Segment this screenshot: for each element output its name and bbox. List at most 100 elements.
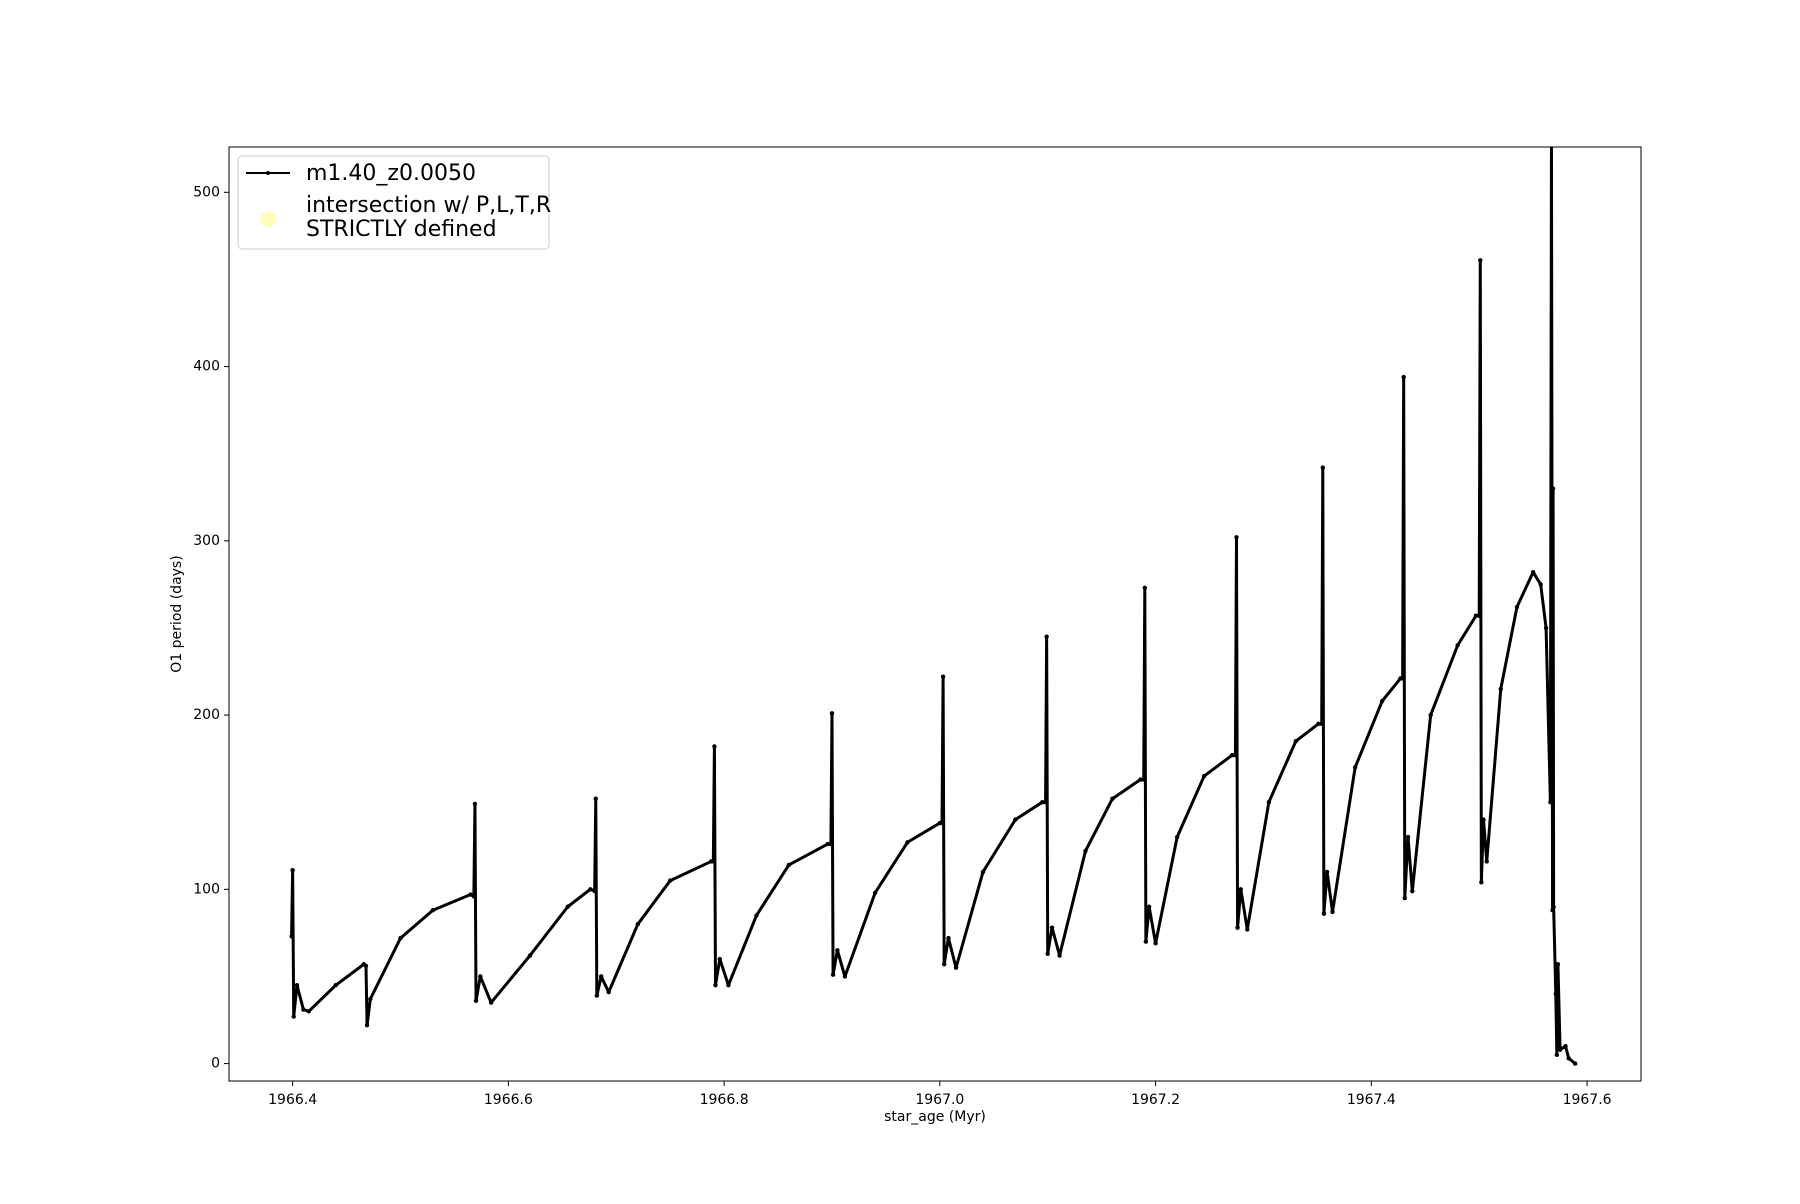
point [1551, 904, 1556, 909]
x-tick-label: 1966.6 [484, 1092, 533, 1108]
point [1550, 908, 1555, 913]
point [606, 989, 611, 995]
point [1174, 834, 1180, 840]
point [1142, 585, 1148, 591]
x-tick-label: 1967.2 [1131, 1092, 1180, 1108]
point [1481, 817, 1486, 822]
point [290, 867, 295, 873]
point [306, 1009, 312, 1014]
point [940, 674, 946, 679]
point [1400, 676, 1405, 681]
point [1321, 911, 1327, 916]
point [953, 965, 959, 970]
point [726, 982, 731, 988]
point [1543, 625, 1549, 631]
point [289, 934, 294, 939]
point [1538, 582, 1543, 587]
point [1013, 817, 1018, 822]
point [594, 993, 600, 998]
point [565, 904, 570, 909]
point [786, 862, 792, 868]
point [1316, 721, 1321, 726]
legend-label: intersection w/ P,L,T,R STRICTLY defined [306, 193, 551, 242]
point [829, 711, 835, 716]
point [835, 948, 840, 953]
point [294, 982, 300, 988]
point [1550, 486, 1556, 491]
point [368, 996, 373, 1002]
y-axis-label: O1 period (days) [169, 555, 185, 672]
x-tick-label: 1967.4 [1347, 1092, 1396, 1108]
point [1229, 752, 1235, 758]
legend-label: m1.40_z0.0050 [306, 161, 476, 186]
point [430, 908, 436, 913]
point [291, 1014, 296, 1019]
point [825, 841, 830, 847]
point [1238, 887, 1244, 892]
point [592, 888, 597, 894]
point [301, 1007, 306, 1012]
point [713, 982, 718, 988]
point [905, 840, 910, 845]
point [1320, 465, 1325, 470]
legend-marker [266, 171, 270, 175]
y-tick-label: 400 [193, 359, 220, 375]
point [1573, 1061, 1578, 1066]
point [1110, 796, 1115, 801]
point [1057, 953, 1062, 958]
point [1563, 1043, 1568, 1049]
point [1530, 569, 1536, 575]
point [1143, 939, 1149, 944]
point [872, 890, 878, 896]
point [1405, 834, 1411, 840]
point [1555, 962, 1561, 967]
point [363, 963, 369, 969]
point [941, 962, 947, 967]
point [1138, 777, 1143, 782]
point [1330, 909, 1335, 915]
point [598, 974, 604, 979]
point [1146, 904, 1152, 909]
point [1045, 951, 1050, 956]
point [1043, 799, 1048, 805]
point [473, 998, 479, 1004]
point [588, 887, 593, 892]
point [1557, 1047, 1563, 1052]
point [1566, 1056, 1571, 1061]
point [842, 974, 848, 979]
point [398, 935, 403, 941]
point [1484, 859, 1489, 864]
point [333, 982, 338, 988]
x-tick-label: 1967.0 [915, 1092, 964, 1108]
point [478, 974, 483, 979]
point [1455, 643, 1460, 648]
point [711, 859, 716, 864]
point [1410, 888, 1415, 894]
point [1324, 869, 1330, 875]
point [1235, 925, 1240, 930]
y-tick-label: 500 [193, 184, 220, 200]
point [1293, 739, 1299, 744]
point [1083, 848, 1088, 854]
point [1476, 613, 1482, 618]
point [1554, 1052, 1560, 1058]
plot-frame [228, 146, 1642, 1082]
point [1201, 773, 1207, 779]
point [830, 972, 836, 977]
point [1234, 535, 1239, 540]
point [1044, 634, 1049, 639]
point [1402, 895, 1407, 901]
point [1141, 777, 1146, 782]
point [1548, 799, 1553, 805]
point [472, 801, 478, 807]
y-tick-label: 0 [211, 1056, 220, 1072]
point [488, 1000, 494, 1005]
point [1233, 752, 1238, 758]
point [527, 953, 533, 958]
y-tick-label: 300 [193, 533, 220, 549]
x-tick-label: 1966.8 [700, 1092, 749, 1108]
point [1479, 880, 1484, 885]
point [1266, 799, 1272, 805]
point [593, 796, 598, 801]
